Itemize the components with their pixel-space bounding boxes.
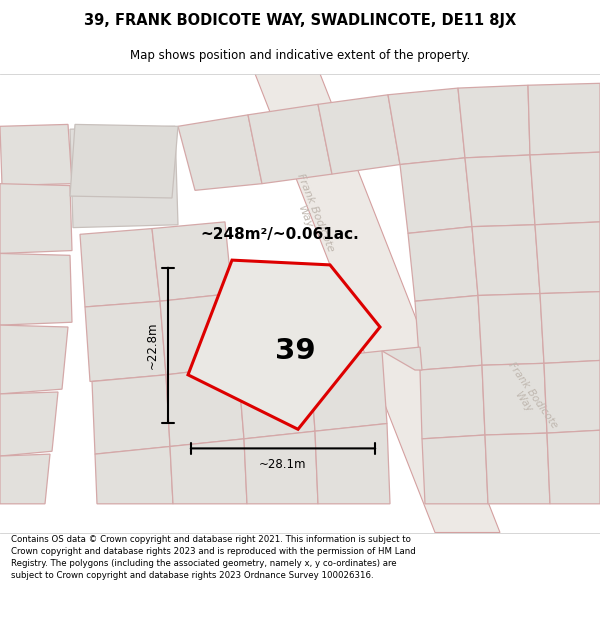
Polygon shape: [547, 430, 600, 504]
Polygon shape: [465, 155, 535, 227]
Polygon shape: [70, 124, 178, 198]
Text: 39: 39: [275, 337, 316, 365]
Polygon shape: [540, 292, 600, 363]
Polygon shape: [544, 361, 600, 433]
Polygon shape: [400, 158, 472, 233]
Text: Contains OS data © Crown copyright and database right 2021. This information is : Contains OS data © Crown copyright and d…: [11, 535, 416, 579]
Polygon shape: [482, 363, 547, 435]
Polygon shape: [382, 347, 422, 370]
Polygon shape: [0, 253, 72, 325]
Polygon shape: [166, 366, 244, 446]
Polygon shape: [528, 83, 600, 155]
Polygon shape: [420, 365, 485, 439]
Polygon shape: [535, 222, 600, 294]
Text: ~22.8m: ~22.8m: [146, 321, 158, 369]
Polygon shape: [310, 351, 387, 431]
Text: 39, FRANK BODICOTE WAY, SWADLINCOTE, DE11 8JX: 39, FRANK BODICOTE WAY, SWADLINCOTE, DE1…: [84, 13, 516, 28]
Polygon shape: [248, 104, 332, 184]
Polygon shape: [0, 392, 58, 456]
Polygon shape: [0, 184, 72, 253]
Polygon shape: [318, 95, 400, 174]
Polygon shape: [80, 229, 160, 307]
Polygon shape: [472, 225, 540, 296]
Polygon shape: [92, 375, 170, 454]
Polygon shape: [95, 446, 173, 504]
Polygon shape: [255, 74, 500, 532]
Polygon shape: [238, 359, 315, 439]
Polygon shape: [315, 424, 390, 504]
Polygon shape: [160, 294, 238, 375]
Polygon shape: [152, 222, 232, 301]
Text: Frank Bodicote
Way: Frank Bodicote Way: [497, 361, 559, 437]
Text: Map shows position and indicative extent of the property.: Map shows position and indicative extent…: [130, 49, 470, 62]
Polygon shape: [435, 408, 500, 475]
Polygon shape: [70, 126, 178, 228]
Text: ~248m²/~0.061ac.: ~248m²/~0.061ac.: [200, 227, 359, 242]
Polygon shape: [188, 260, 380, 429]
Polygon shape: [485, 433, 550, 504]
Polygon shape: [478, 294, 544, 365]
Polygon shape: [420, 322, 600, 422]
Polygon shape: [0, 325, 68, 394]
Polygon shape: [170, 439, 247, 504]
Polygon shape: [178, 115, 262, 191]
Polygon shape: [0, 124, 72, 186]
Polygon shape: [458, 85, 530, 158]
Polygon shape: [415, 296, 482, 370]
Polygon shape: [422, 435, 488, 504]
Polygon shape: [388, 88, 465, 164]
Polygon shape: [530, 152, 600, 225]
Text: ~28.1m: ~28.1m: [259, 458, 307, 471]
Polygon shape: [0, 454, 50, 504]
Polygon shape: [408, 227, 478, 301]
Polygon shape: [244, 431, 318, 504]
Polygon shape: [85, 301, 166, 381]
Text: Frank Bodicote
Way: Frank Bodicote Way: [284, 173, 335, 258]
